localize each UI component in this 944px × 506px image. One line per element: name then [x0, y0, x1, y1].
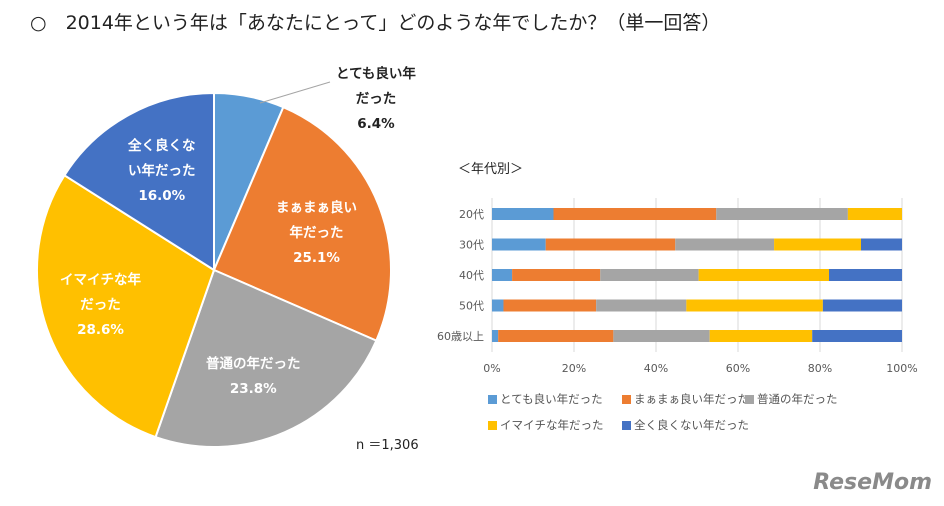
pie-label-1: まぁまぁ良い 年だった 25.1% [276, 200, 357, 266]
legend-item-4: 全く良くない年だった [622, 417, 749, 433]
bar-segment [498, 330, 614, 342]
legend-item-2: 普通の年だった [745, 391, 838, 407]
pie-slice-4 [63, 91, 215, 272]
bar-segment [492, 269, 513, 281]
pie-slice-3 [36, 173, 216, 439]
bar-segment [822, 299, 902, 312]
bar-segment [553, 208, 717, 220]
x-tick-label: 0% [483, 362, 500, 375]
y-tick-label: 60歳以上 [437, 330, 484, 343]
pie-label-2: 普通の年だった 23.8% [206, 356, 301, 397]
bar-segment [545, 238, 676, 251]
legend-item-0: とても良い年だった [488, 391, 603, 407]
leader-line [259, 81, 331, 104]
bar-segment [686, 299, 823, 312]
x-tick-label: 80% [808, 362, 832, 375]
x-tick-label: 20% [562, 362, 586, 375]
bar-segment [492, 208, 554, 220]
x-tick-label: 100% [886, 362, 917, 375]
legend-item-3: イマイチな年だった [488, 417, 604, 433]
pie-label-4: 全く良くな い年だった 16.0% [128, 138, 196, 204]
bar-segment [613, 330, 710, 342]
bar-segment [847, 208, 902, 220]
y-tick-label: 50代 [459, 300, 484, 313]
bar-segment [716, 208, 848, 220]
bar-segment [503, 299, 597, 312]
bar-segment [600, 269, 699, 281]
x-tick-label: 60% [726, 362, 750, 375]
bar-segment [698, 269, 830, 281]
bar-segment [512, 269, 601, 281]
bar-chart: 0% 20% 40% 60% 80% 100% 20代 30代 40代 50代 60歳以上 [437, 198, 918, 375]
pie-slice-1 [212, 105, 392, 342]
resemom-logo: ReseMom [813, 470, 932, 495]
bar-segment [774, 238, 861, 251]
page-title: ○ 2014年という年は「あなたにとって」どのような年でしたか？（単一回答） [30, 12, 721, 34]
bar-segment [812, 330, 902, 342]
bar-segment [709, 330, 813, 342]
bar-segment [596, 299, 687, 312]
bar-segment [861, 238, 902, 251]
bar-segment [492, 299, 504, 312]
bar-segment [492, 238, 546, 251]
bar-segment [829, 269, 902, 281]
bar-segment [492, 330, 499, 342]
pie-slice-2 [154, 268, 378, 448]
pie-chart [36, 91, 392, 448]
pie-label-3: イマイチな年 だった 28.6% [60, 272, 141, 338]
sample-size: n ＝1,306 [356, 438, 419, 453]
y-tick-label: 30代 [459, 239, 484, 252]
bar-segment [675, 238, 775, 251]
y-tick-label: 40代 [459, 269, 484, 282]
pie-label-0: とても良い年 だった 6.4% [336, 66, 416, 132]
x-tick-label: 40% [644, 362, 668, 375]
y-tick-label: 20代 [459, 208, 484, 221]
bar-chart-title: ＜年代別＞ [458, 162, 524, 177]
legend-item-1: まぁまぁ良い年だった [622, 391, 749, 407]
